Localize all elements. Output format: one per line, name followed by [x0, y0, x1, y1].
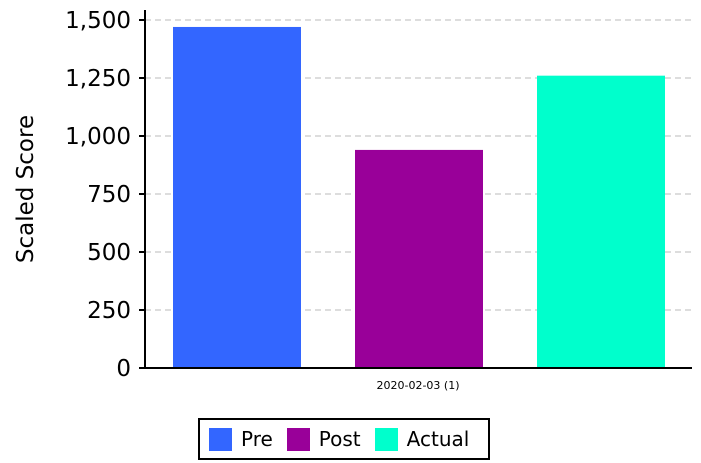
y-tick-label: 1,500: [65, 8, 131, 34]
legend-label-actual: Actual: [406, 427, 470, 451]
y-tick-label: 0: [116, 356, 131, 382]
x-tick-label: 2020-02-03 (1): [376, 379, 459, 392]
legend-label-post: Post: [318, 427, 361, 451]
legend-swatch-actual: [374, 427, 398, 451]
y-tick-label: 1,000: [65, 124, 131, 150]
legend-item-pre: Pre: [209, 427, 273, 451]
legend: Pre Post Actual: [198, 418, 490, 460]
y-axis-label: Scaled Score: [13, 115, 39, 263]
bar-pre: [173, 26, 301, 369]
legend-swatch-post: [286, 427, 310, 451]
y-tick-label: 750: [87, 182, 131, 208]
bars: [173, 26, 665, 369]
bar-actual: [537, 75, 665, 369]
y-ticks: 0 250 500 750 1,000 1,250 1,500: [65, 8, 145, 382]
bar-post: [355, 149, 483, 368]
y-tick-label: 500: [87, 240, 131, 266]
y-tick-label: 250: [87, 298, 131, 324]
y-tick-label: 1,250: [65, 66, 131, 92]
legend-label-pre: Pre: [241, 427, 273, 451]
legend-swatch-pre: [209, 427, 232, 451]
legend-item-post: Post: [286, 427, 361, 451]
legend-item-actual: Actual: [374, 427, 470, 451]
